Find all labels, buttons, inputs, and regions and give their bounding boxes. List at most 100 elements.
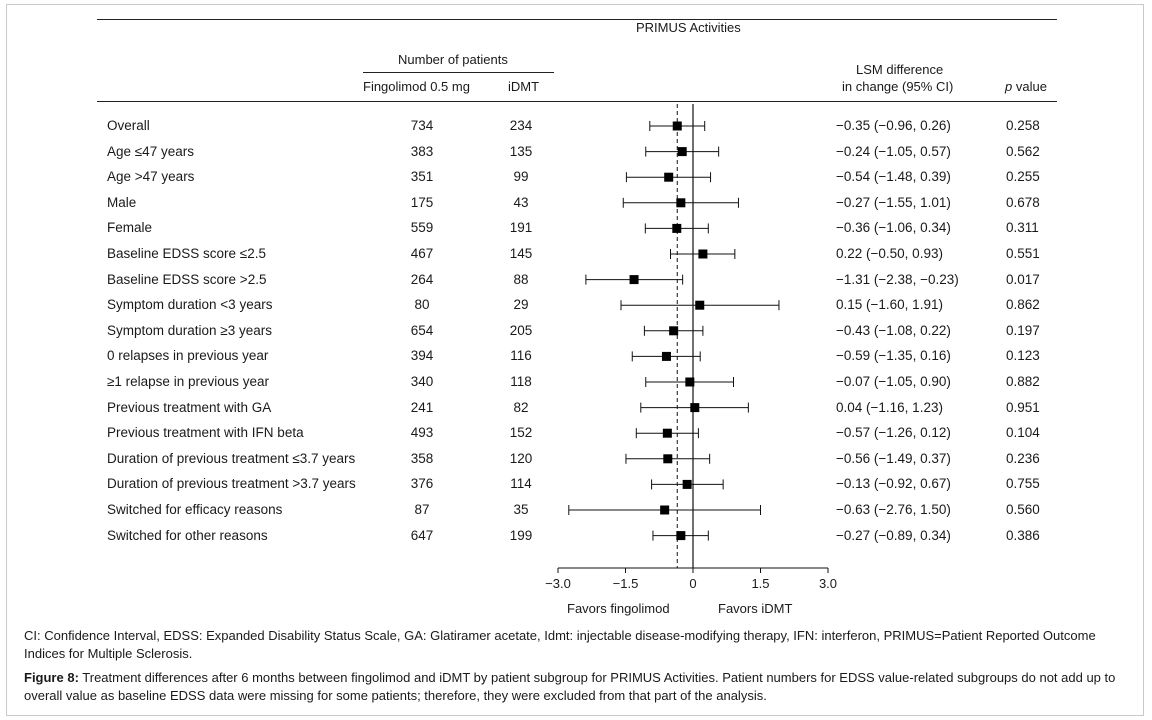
caption-label: Figure 8:: [24, 670, 79, 685]
row-label: Overall: [107, 118, 150, 133]
x-tick-label: −3.0: [545, 576, 571, 591]
row-lsm-ci: −0.63 (−2.76, 1.50): [836, 502, 951, 517]
row-label: Age ≤47 years: [107, 143, 194, 159]
row-idmt-count: 88: [513, 271, 529, 287]
row-lsm-ci: −0.54 (−1.48, 0.39): [836, 169, 951, 185]
row-fingolimod-count: 654: [410, 322, 434, 338]
row-label: Female: [107, 220, 153, 236]
point-estimate: [672, 223, 682, 233]
col-lsm-header-line2: in change (95% CI): [842, 79, 954, 94]
x-tick-label: −1.5: [613, 576, 639, 591]
row-idmt-count: 99: [513, 169, 529, 185]
section-title: PRIMUS Activities: [636, 20, 741, 35]
row-p-value: 0.862: [1006, 297, 1040, 313]
col-p-rest: value: [1012, 79, 1047, 94]
patients-header: Number of patients: [398, 52, 508, 67]
x-tick-label: 1.5: [751, 576, 769, 591]
col-fingolimod-header: Fingolimod 0.5 mg: [363, 79, 470, 94]
row-idmt-count: 234: [509, 118, 533, 133]
row-lsm-ci: −0.24 (−1.05, 0.57): [836, 143, 951, 159]
point-estimate: [685, 377, 695, 387]
point-estimate: [664, 172, 674, 182]
caption-text: Treatment differences after 6 months bet…: [24, 670, 1116, 703]
row-lsm-ci: −0.27 (−1.55, 1.01): [836, 194, 951, 210]
row-idmt-count: 29: [513, 297, 529, 313]
row-lsm-ci: 0.04 (−1.16, 1.23): [836, 399, 943, 415]
row-idmt-count: 145: [509, 246, 533, 261]
figure-caption: Figure 8: Treatment differences after 6 …: [24, 669, 1134, 705]
point-estimate: [662, 428, 672, 438]
row-p-value: 0.951: [1006, 399, 1040, 415]
row-p-value: 0.311: [1006, 220, 1039, 236]
row-idmt-count: 114: [510, 476, 532, 492]
row-lsm-ci: −0.27 (−0.89, 0.34): [836, 527, 951, 543]
row-p-value: 0.562: [1006, 143, 1040, 159]
point-estimate: [695, 300, 705, 310]
row-p-value: 0.882: [1006, 374, 1040, 389]
row-label: Switched for efficacy reasons: [107, 502, 283, 517]
row-lsm-ci: −0.56 (−1.49, 0.37): [836, 450, 951, 466]
footnote: CI: Confidence Interval, EDSS: Expanded …: [24, 628, 1096, 661]
header-rule: [97, 101, 1057, 102]
row-fingolimod-count: 80: [414, 297, 430, 313]
row-label: Male: [107, 194, 137, 210]
row-p-value: 0.678: [1006, 194, 1040, 210]
row-p-value: 0.197: [1006, 322, 1040, 338]
col-p-italic: p: [1005, 79, 1013, 94]
point-estimate: [661, 351, 671, 361]
row-fingolimod-count: 340: [410, 374, 434, 389]
row-lsm-ci: −0.59 (−1.35, 0.16): [836, 348, 951, 364]
row-fingolimod-count: 351: [410, 169, 434, 185]
row-idmt-count: 152: [509, 425, 533, 441]
row-lsm-ci: −0.43 (−1.08, 0.22): [836, 322, 951, 338]
x-tick-label: 0: [689, 576, 696, 591]
col-p-header: p value: [1005, 79, 1047, 95]
row-p-value: 0.123: [1006, 348, 1040, 364]
row-fingolimod-count: 394: [410, 348, 434, 364]
figure-frame: [6, 4, 1144, 716]
row-label: Duration of previous treatment ≤3.7 year…: [107, 450, 356, 466]
row-fingolimod-count: 264: [410, 271, 434, 287]
row-idmt-count: 82: [513, 399, 529, 415]
point-estimate: [690, 403, 700, 413]
row-fingolimod-count: 87: [414, 502, 430, 517]
row-fingolimod-count: 467: [410, 246, 434, 261]
row-label: Age >47 years: [107, 169, 195, 185]
row-lsm-ci: −0.13 (−0.92, 0.67): [836, 476, 951, 492]
row-label: Symptom duration ≥3 years: [107, 322, 272, 338]
row-p-value: 0.236: [1006, 450, 1040, 466]
row-idmt-count: 43: [513, 194, 529, 210]
point-estimate: [698, 249, 708, 259]
row-lsm-ci: −0.36 (−1.06, 0.34): [836, 220, 951, 236]
row-label: Previous treatment with IFN beta: [107, 425, 304, 441]
row-fingolimod-count: 383: [410, 143, 434, 159]
row-fingolimod-count: 358: [410, 450, 434, 466]
row-p-value: 0.560: [1006, 502, 1040, 517]
row-label: Baseline EDSS score >2.5: [107, 271, 267, 287]
row-lsm-ci: −0.07 (−1.05, 0.90): [836, 374, 951, 389]
row-p-value: 0.104: [1006, 425, 1040, 441]
row-lsm-ci: −0.57 (−1.26, 0.12): [836, 425, 951, 441]
row-idmt-count: 199: [509, 527, 533, 543]
col-idmt-header: iDMT: [508, 79, 540, 94]
row-lsm-ci: 0.15 (−1.60, 1.91): [836, 297, 943, 313]
favors-right-label: Favors iDMT: [718, 601, 793, 616]
row-fingolimod-count: 376: [410, 476, 434, 492]
row-idmt-count: 116: [510, 348, 532, 364]
point-estimate: [629, 275, 639, 285]
favors-left-label: Favors fingolimod: [567, 601, 670, 616]
row-idmt-count: 205: [509, 322, 533, 338]
row-label: Symptom duration <3 years: [107, 297, 273, 313]
row-label: Switched for other reasons: [107, 527, 268, 543]
point-estimate: [663, 454, 673, 464]
row-label: ≥1 relapse in previous year: [107, 374, 269, 389]
row-label: Baseline EDSS score ≤2.5: [107, 246, 266, 261]
point-estimate: [669, 326, 679, 336]
point-estimate: [676, 198, 686, 208]
row-idmt-count: 118: [510, 374, 532, 389]
row-lsm-ci: −1.31 (−2.38, −0.23): [836, 271, 959, 287]
patients-underline: [363, 72, 554, 73]
col-lsm-header-line1: LSM difference: [856, 62, 944, 77]
row-idmt-count: 35: [513, 502, 529, 517]
